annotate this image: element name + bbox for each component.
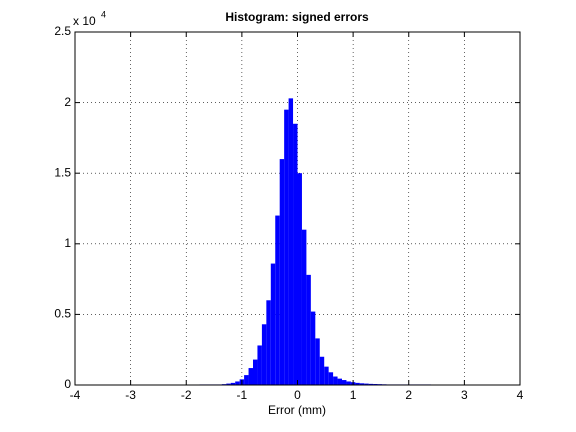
- y-tick-label: 0: [64, 377, 71, 391]
- x-tick-label: 3: [461, 388, 468, 402]
- bar: [346, 381, 351, 385]
- bar: [333, 376, 338, 385]
- bar: [293, 123, 298, 385]
- bar: [261, 324, 267, 385]
- y-tick-label: 2: [64, 95, 71, 109]
- bar: [284, 109, 289, 385]
- bar: [342, 380, 347, 385]
- bar: [253, 359, 258, 385]
- bar: [364, 383, 369, 385]
- y-multiplier: x 10: [73, 14, 96, 28]
- bar: [301, 229, 307, 385]
- y-tick-label: 1.5: [54, 165, 71, 179]
- bar: [297, 173, 302, 385]
- x-tick-label: -2: [181, 388, 192, 402]
- bar: [257, 345, 262, 385]
- y-tick-label: 0.5: [54, 307, 71, 321]
- bar: [248, 368, 253, 385]
- bar: [306, 274, 311, 385]
- chart-title: Histogram: signed errors: [225, 10, 369, 24]
- bar: [235, 381, 240, 385]
- bar: [359, 383, 365, 385]
- y-tick-label: 1: [64, 236, 71, 250]
- x-tick-label: -3: [125, 388, 136, 402]
- bar: [275, 215, 280, 385]
- y-tick-label: 2.5: [54, 24, 71, 38]
- bar: [266, 300, 271, 385]
- x-tick-label: 1: [350, 388, 357, 402]
- x-tick-label: -4: [70, 388, 81, 402]
- bar: [355, 382, 360, 385]
- x-tick-label: -1: [237, 388, 248, 402]
- bar: [288, 98, 294, 385]
- x-tick-label: 4: [517, 388, 524, 402]
- bar: [270, 263, 276, 385]
- bar: [337, 378, 342, 385]
- bar: [226, 383, 231, 385]
- bar: [230, 382, 236, 385]
- y-multiplier-exponent: 4: [101, 9, 106, 19]
- bar: [310, 311, 316, 385]
- x-axis-label: Error (mm): [268, 403, 326, 417]
- x-tick-label: 0: [294, 388, 301, 402]
- bar: [319, 356, 325, 385]
- bar: [368, 383, 374, 385]
- bar: [244, 375, 249, 385]
- bar: [279, 159, 285, 385]
- bar: [324, 366, 329, 385]
- x-tick-label: 2: [405, 388, 412, 402]
- bar: [315, 338, 320, 385]
- bar: [328, 372, 334, 385]
